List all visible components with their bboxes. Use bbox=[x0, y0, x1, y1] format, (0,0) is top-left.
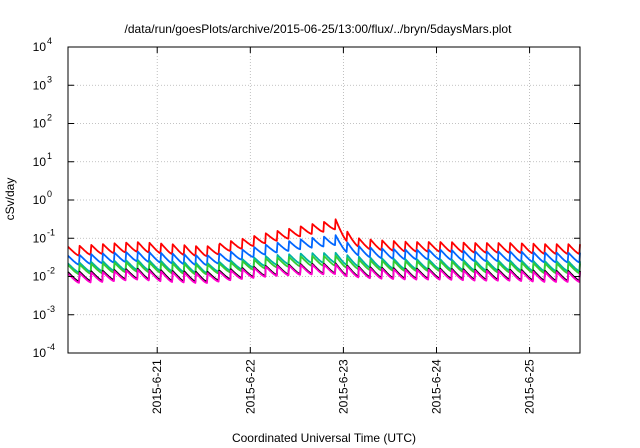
y-tick-label: 10 bbox=[33, 78, 47, 92]
y-tick-label: 10 bbox=[33, 308, 47, 322]
grid bbox=[68, 47, 580, 353]
y-tick-exponent: -3 bbox=[47, 304, 55, 314]
y-tick-label: 10 bbox=[33, 270, 47, 284]
x-tick-label: 2015-6-22 bbox=[243, 359, 257, 414]
y-tick-exponent: 0 bbox=[47, 189, 52, 199]
x-tick-label: 2015-6-24 bbox=[429, 359, 443, 414]
x-tick-label: 2015-6-23 bbox=[336, 359, 350, 414]
y-tick-label: 10 bbox=[33, 40, 47, 54]
series-line bbox=[67, 263, 581, 284]
x-tick-label: 2015-6-25 bbox=[523, 359, 537, 414]
series-line bbox=[67, 218, 581, 257]
y-tick-exponent: -4 bbox=[47, 342, 55, 352]
y-tick-label: 10 bbox=[33, 193, 47, 207]
y-tick-exponent: 1 bbox=[47, 151, 52, 161]
y-tick-label: 10 bbox=[33, 346, 47, 360]
y-tick-exponent: 3 bbox=[47, 74, 52, 84]
y-tick-label: 10 bbox=[33, 231, 47, 245]
y-tick-label: 10 bbox=[33, 155, 47, 169]
y-tick-label: 10 bbox=[33, 117, 47, 131]
x-axis-ticks: 2015-6-21 2015-6-22 2015-6-23 2015-6-24 2015… bbox=[150, 47, 537, 414]
chart-title: /data/run/goesPlots/archive/2015-06-25/1… bbox=[125, 22, 513, 36]
y-tick-exponent: 4 bbox=[47, 36, 52, 46]
y-axis-label: cSv/day bbox=[3, 178, 17, 221]
x-axis-label: Coordinated Universal Time (UTC) bbox=[232, 431, 416, 445]
y-tick-exponent: -1 bbox=[47, 227, 55, 237]
y-tick-exponent: 2 bbox=[47, 113, 52, 123]
series-line bbox=[67, 254, 581, 276]
y-tick-exponent: -2 bbox=[47, 266, 55, 276]
series-line bbox=[67, 251, 581, 274]
series-line bbox=[67, 234, 581, 266]
series-group bbox=[67, 218, 581, 284]
x-tick-label: 2015-6-21 bbox=[150, 359, 164, 414]
